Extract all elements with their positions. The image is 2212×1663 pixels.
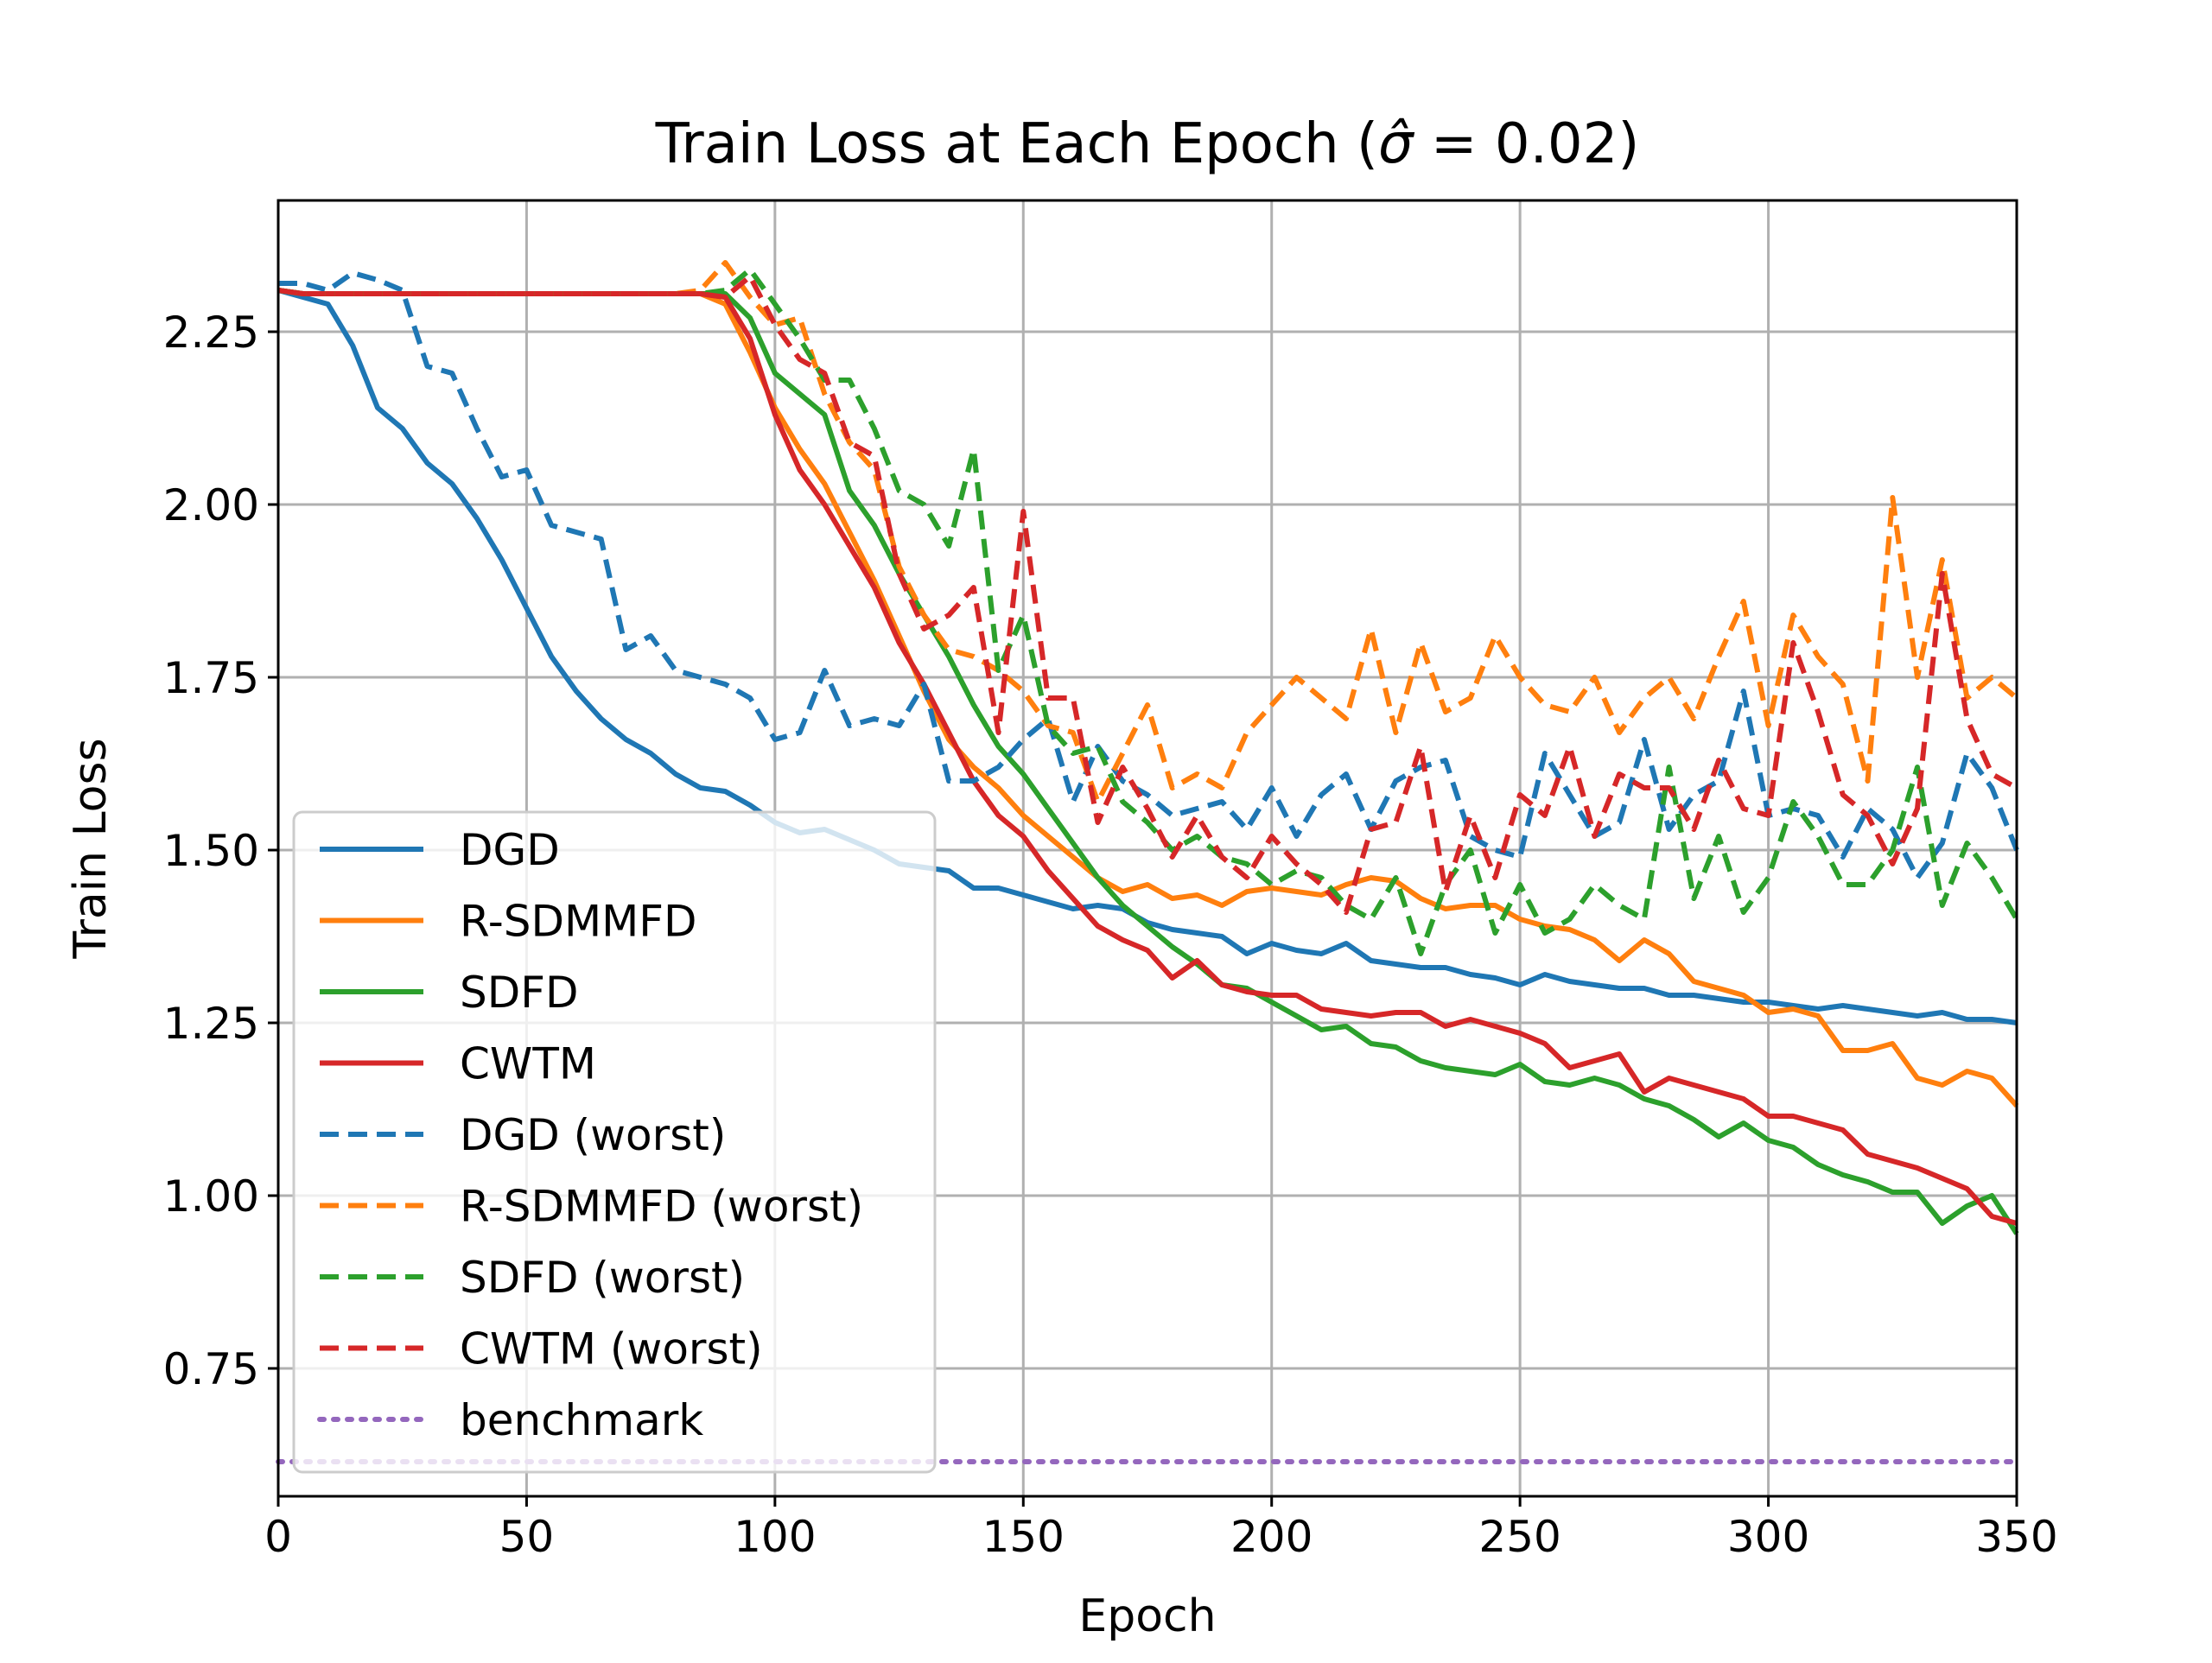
legend-label-r-sdmmfd-worst: R-SDMMFD (worst) (460, 1182, 863, 1232)
series-line-cwtm-worst (277, 274, 2018, 915)
legend-label-dgd: DGD (460, 825, 560, 875)
y-tick-label: 1.25 (163, 999, 259, 1049)
y-tick-label: 2.25 (163, 308, 259, 358)
chart-title: Train Loss at Each Epoch (σ̂ = 0.02) (655, 112, 1640, 176)
legend: DGD R-SDMMFD SDFD CWTM DGD (worst) R-SDMMFD (… (292, 810, 937, 1474)
axis-ticks: 0 50 100 150 200 250 300 350 0.75 1.00 1.25 1.50 1.7… (163, 308, 2058, 1562)
x-tick-label: 50 (499, 1512, 555, 1562)
plot-frame (276, 199, 2018, 1498)
y-axis-label: Train Loss (65, 738, 117, 959)
legend-label-r-sdmmfd: R-SDMMFD (460, 897, 697, 947)
x-tick-label: 350 (1975, 1512, 2057, 1562)
x-tick-label: 150 (982, 1512, 1065, 1562)
y-tick-label: 1.00 (163, 1171, 259, 1222)
x-tick-label: 200 (1230, 1512, 1313, 1562)
y-tick-label: 2.00 (163, 480, 259, 530)
y-tick-label: 1.50 (163, 826, 259, 876)
legend-label-cwtm: CWTM (460, 1039, 596, 1089)
y-tick-label: 0.75 (163, 1344, 259, 1394)
series-line-dgd-worst (278, 270, 2019, 880)
x-axis-label: Epoch (1078, 1590, 1216, 1642)
x-tick-label: 300 (1727, 1512, 1809, 1562)
y-tick-label: 1.75 (163, 653, 259, 703)
legend-label-sdfd: SDFD (460, 968, 579, 1018)
x-tick-label: 0 (264, 1512, 292, 1562)
legend-label-sdfd-worst: SDFD (worst) (460, 1253, 745, 1303)
legend-label-dgd-worst: DGD (worst) (460, 1110, 726, 1160)
legend-label-benchmark: benchmark (460, 1395, 703, 1445)
series-line-dgd (277, 288, 2018, 1025)
x-tick-label: 100 (734, 1512, 816, 1562)
x-tick-label: 250 (1478, 1512, 1560, 1562)
series-layer (276, 260, 2019, 1464)
legend-label-cwtm-worst: CWTM (worst) (460, 1324, 763, 1374)
legend-box (292, 810, 937, 1474)
